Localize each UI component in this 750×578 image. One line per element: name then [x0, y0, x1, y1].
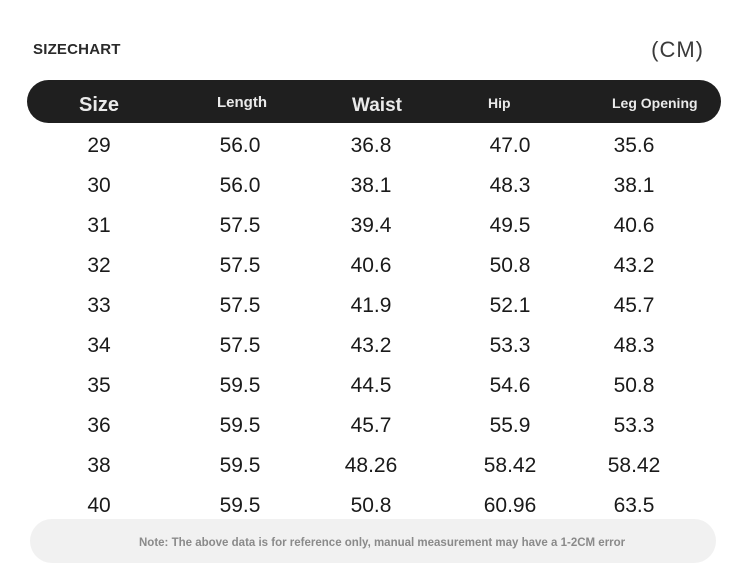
- table-cell-length: 59.5: [219, 414, 261, 437]
- table-cell-length: 59.5: [219, 454, 261, 477]
- table-row: 29 56.0 36.8 47.0 35.6: [0, 125, 750, 165]
- table-row: 32 57.5 40.6 50.8 43.2: [0, 245, 750, 285]
- table-cell-size: 35: [87, 374, 111, 397]
- table-cell-size: 40: [87, 494, 111, 517]
- table-cell-length: 57.5: [219, 294, 261, 317]
- table-header: Size Length Waist Hip Leg Opening: [27, 80, 721, 123]
- table-row: 31 57.5 39.4 49.5 40.6: [0, 205, 750, 245]
- table-cell-size: 34: [87, 334, 111, 357]
- column-header-hip: Hip: [488, 95, 511, 111]
- table-row: 33 57.5 41.9 52.1 45.7: [0, 285, 750, 325]
- table-cell-leg-opening: 58.42: [607, 454, 661, 477]
- table-cell-leg-opening: 38.1: [613, 174, 655, 197]
- table-cell-leg-opening: 40.6: [613, 214, 655, 237]
- table-cell-size: 29: [87, 134, 111, 157]
- table-cell-leg-opening: 35.6: [613, 134, 655, 157]
- table-cell-hip: 54.6: [489, 374, 531, 397]
- table-row: 35 59.5 44.5 54.6 50.8: [0, 365, 750, 405]
- table-cell-waist: 41.9: [350, 294, 392, 317]
- table-cell-size: 38: [87, 454, 111, 477]
- table-row: 34 57.5 43.2 53.3 48.3: [0, 325, 750, 365]
- disclaimer-text: Note: The above data is for reference on…: [139, 537, 626, 549]
- table-cell-hip: 48.3: [489, 174, 531, 197]
- table-cell-length: 59.5: [219, 494, 261, 517]
- table-cell-length: 56.0: [219, 134, 261, 157]
- column-header-waist: Waist: [352, 95, 402, 116]
- table-cell-size: 33: [87, 294, 111, 317]
- table-cell-size: 32: [87, 254, 111, 277]
- table-cell-hip: 52.1: [489, 294, 531, 317]
- table-cell-size: 30: [87, 174, 111, 197]
- table-cell-size: 36: [87, 414, 111, 437]
- table-cell-leg-opening: 63.5: [613, 494, 655, 517]
- table-cell-waist: 50.8: [350, 494, 392, 517]
- table-cell-waist: 44.5: [350, 374, 392, 397]
- column-header-size: Size: [79, 94, 120, 116]
- unit-label: (CM): [651, 37, 704, 62]
- table-cell-leg-opening: 53.3: [613, 414, 655, 437]
- table-cell-hip: 49.5: [489, 214, 531, 237]
- table-row: 40 59.5 50.8 60.96 63.5: [0, 485, 750, 525]
- table-cell-leg-opening: 45.7: [613, 294, 655, 317]
- table-cell-hip: 55.9: [489, 414, 531, 437]
- table-row: 36 59.5 45.7 55.9 53.3: [0, 405, 750, 445]
- column-header-leg-opening: Leg Opening: [612, 95, 698, 111]
- table-cell-waist: 40.6: [350, 254, 392, 277]
- table-cell-leg-opening: 43.2: [613, 254, 655, 277]
- table-cell-waist: 48.26: [344, 454, 398, 477]
- column-header-length: Length: [217, 94, 267, 111]
- table-cell-hip: 53.3: [489, 334, 531, 357]
- table-cell-waist: 43.2: [350, 334, 392, 357]
- table-cell-waist: 45.7: [350, 414, 392, 437]
- table-cell-length: 57.5: [219, 254, 261, 277]
- size-chart-title: SIZECHART: [33, 41, 121, 58]
- table-cell-waist: 38.1: [350, 174, 392, 197]
- table-cell-hip: 47.0: [489, 134, 531, 157]
- table-cell-length: 57.5: [219, 334, 261, 357]
- table-cell-hip: 58.42: [483, 454, 537, 477]
- table-row: 30 56.0 38.1 48.3 38.1: [0, 165, 750, 205]
- table-row: 38 59.5 48.26 58.42 58.42: [0, 445, 750, 485]
- table-cell-waist: 39.4: [350, 214, 392, 237]
- table-cell-hip: 60.96: [483, 494, 537, 517]
- table-cell-hip: 50.8: [489, 254, 531, 277]
- table-cell-size: 31: [87, 214, 111, 237]
- table-cell-waist: 36.8: [350, 134, 392, 157]
- table-cell-length: 56.0: [219, 174, 261, 197]
- disclaimer-note: Note: The above data is for reference on…: [30, 519, 716, 563]
- table-cell-length: 57.5: [219, 214, 261, 237]
- table-cell-leg-opening: 48.3: [613, 334, 655, 357]
- table-body: 29 56.0 36.8 47.0 35.6 30 56.0 38.1 48.3…: [0, 125, 750, 525]
- table-cell-leg-opening: 50.8: [613, 374, 655, 397]
- table-cell-length: 59.5: [219, 374, 261, 397]
